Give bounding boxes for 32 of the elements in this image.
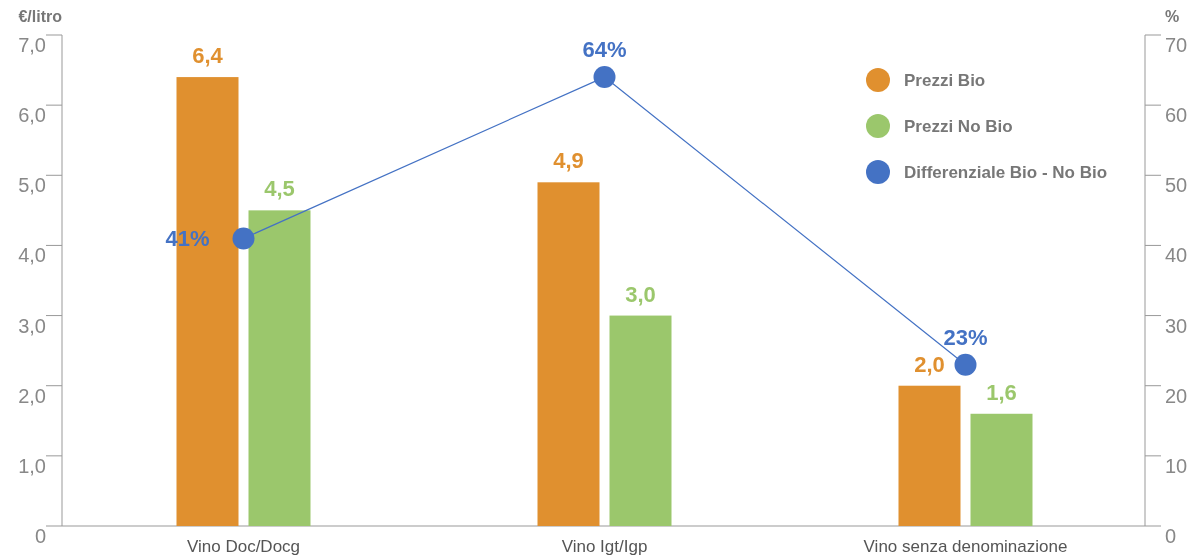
y-tick-label: 2,0 bbox=[18, 384, 46, 407]
y2-tick-label: 70 bbox=[1165, 34, 1188, 56]
data-label: 23% bbox=[943, 324, 988, 350]
legend-label: Prezzi Bio bbox=[904, 71, 986, 90]
x-tick-label: Vino Doc/Docg bbox=[186, 537, 301, 556]
y-tick-label: 3,0 bbox=[18, 314, 46, 337]
y2-tick-label: 0 bbox=[1165, 525, 1177, 547]
data-label: 4,5 bbox=[264, 176, 295, 202]
x-tick-label: Vino Igt/Igp bbox=[561, 537, 648, 556]
y-tick-label: 1,0 bbox=[18, 454, 46, 477]
data-label: 2,0 bbox=[914, 351, 945, 377]
y2-tick-label: 40 bbox=[1165, 244, 1188, 267]
y2-tick-label: 10 bbox=[1165, 454, 1188, 477]
data-label: 64% bbox=[582, 37, 627, 63]
x-tick-label: Vino senza denominazione bbox=[863, 537, 1068, 556]
y-axis-title: €/litro bbox=[18, 8, 63, 25]
y-tick-label: 0 bbox=[34, 525, 46, 547]
data-label: 6,4 bbox=[192, 43, 224, 69]
y-tick-label: 7,0 bbox=[18, 34, 46, 56]
y2-tick-label: 20 bbox=[1165, 384, 1188, 407]
legend-label: Differenziale Bio - No Bio bbox=[904, 163, 1108, 182]
legend-label: Prezzi No Bio bbox=[904, 117, 1013, 136]
y2-tick-label: 30 bbox=[1165, 314, 1188, 337]
y-tick-label: 6,0 bbox=[18, 104, 46, 127]
y-tick-label: 4,0 bbox=[18, 244, 46, 267]
y-tick-label: 5,0 bbox=[18, 174, 46, 197]
y2-tick-label: 50 bbox=[1165, 174, 1188, 197]
data-label: 3,0 bbox=[625, 281, 656, 307]
data-label: 4,9 bbox=[553, 148, 584, 174]
y2-axis-title: % bbox=[1165, 8, 1180, 25]
data-label: 1,6 bbox=[986, 379, 1017, 405]
y2-tick-label: 60 bbox=[1165, 104, 1188, 127]
